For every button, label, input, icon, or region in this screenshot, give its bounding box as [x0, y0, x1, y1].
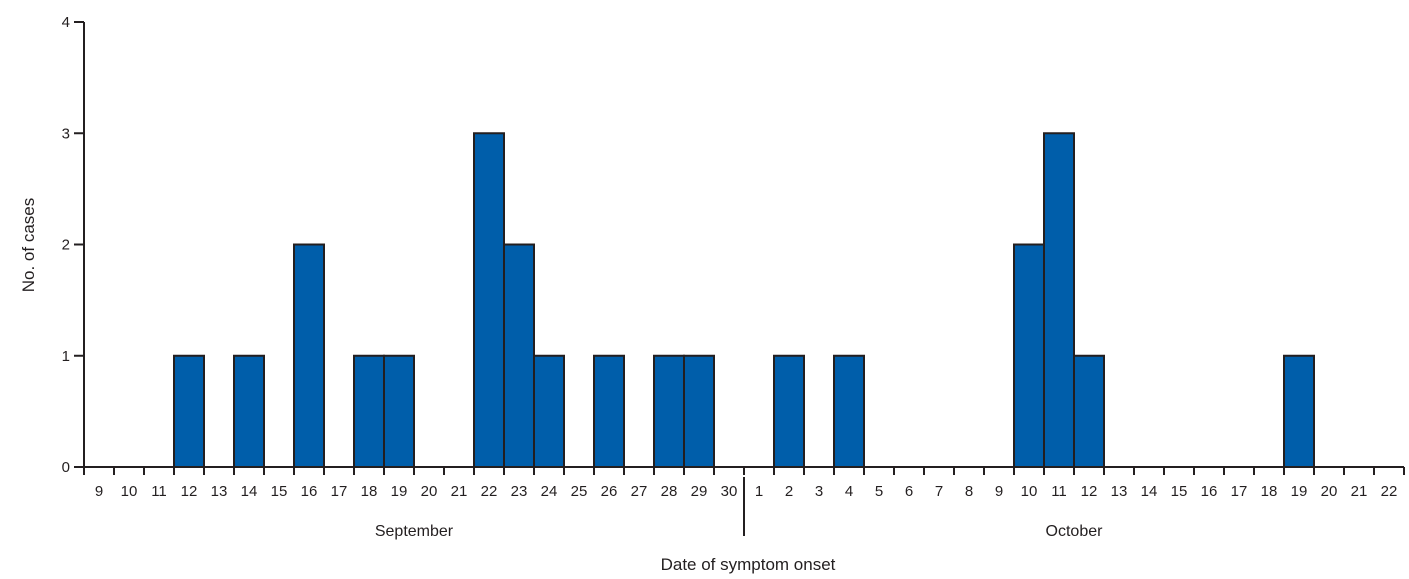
bar-oct-11	[1043, 132, 1075, 468]
bar-sep-19	[383, 354, 415, 468]
month-label-0: September	[375, 523, 454, 540]
x-tick-label: 15	[271, 483, 288, 500]
x-axis-title: Date of symptom onset	[661, 555, 836, 574]
x-tick-label: 14	[1141, 483, 1158, 500]
x-tick-label: 20	[1321, 483, 1338, 500]
x-tick-label: 16	[1201, 483, 1218, 500]
x-tick-label: 30	[721, 483, 738, 500]
bar-sep-24	[533, 354, 565, 468]
bar-oct-12	[1073, 354, 1105, 468]
x-tick-label: 1	[755, 483, 763, 500]
x-tick-label: 9	[95, 483, 103, 500]
x-tick-label: 10	[121, 483, 138, 500]
bar-oct-19	[1283, 354, 1315, 468]
bar-sep-16	[293, 243, 325, 468]
x-tick-label: 17	[331, 483, 348, 500]
bar-sep-18	[353, 354, 385, 468]
x-tick-label: 29	[691, 483, 708, 500]
x-tick-label: 15	[1171, 483, 1188, 500]
x-tick-label: 7	[935, 483, 943, 500]
x-tick-label: 26	[601, 483, 618, 500]
x-tick-label: 19	[1291, 483, 1308, 500]
bar-sep-12	[173, 354, 205, 468]
bar-sep-28	[653, 354, 685, 468]
x-tick-label: 6	[905, 483, 913, 500]
bar-sep-26	[593, 354, 625, 468]
bar-oct-2	[773, 354, 805, 468]
y-tick-label: 0	[62, 459, 70, 476]
x-tick-label: 21	[451, 483, 468, 500]
x-tick-label: 21	[1351, 483, 1368, 500]
x-tick-label: 17	[1231, 483, 1248, 500]
y-tick-label: 1	[62, 348, 70, 365]
x-tick-label: 4	[845, 483, 853, 500]
x-tick-label: 11	[1051, 483, 1067, 500]
x-tick-label: 10	[1021, 483, 1038, 500]
y-tick-label: 3	[62, 125, 70, 142]
y-tick-label: 2	[62, 237, 70, 254]
y-axis-title: No. of cases	[19, 198, 38, 293]
x-tick-label: 18	[1261, 483, 1278, 500]
x-tick-label: 25	[571, 483, 588, 500]
x-tick-label: 28	[661, 483, 678, 500]
bar-sep-29	[683, 354, 715, 468]
x-tick-label: 24	[541, 483, 558, 500]
y-tick-label: 4	[62, 14, 70, 31]
x-tick-label: 12	[181, 483, 198, 500]
bar-oct-4	[833, 354, 865, 468]
x-tick-label: 16	[301, 483, 318, 500]
x-tick-label: 3	[815, 483, 823, 500]
bar-oct-10	[1013, 243, 1045, 468]
bar-sep-23	[503, 243, 535, 468]
x-tick-label: 12	[1081, 483, 1098, 500]
x-tick-label: 2	[785, 483, 793, 500]
x-tick-label: 27	[631, 483, 648, 500]
x-tick-label: 11	[151, 483, 167, 500]
bar-sep-22	[473, 132, 505, 468]
x-tick-label: 22	[1381, 483, 1398, 500]
x-tick-label: 22	[481, 483, 498, 500]
bar-sep-14	[233, 354, 265, 468]
x-tick-label: 20	[421, 483, 438, 500]
month-label-1: October	[1046, 523, 1104, 540]
x-tick-label: 19	[391, 483, 408, 500]
x-tick-label: 13	[211, 483, 228, 500]
x-tick-label: 23	[511, 483, 528, 500]
x-tick-label: 8	[965, 483, 973, 500]
x-tick-label: 9	[995, 483, 1003, 500]
x-tick-label: 13	[1111, 483, 1128, 500]
x-tick-label: 5	[875, 483, 883, 500]
x-tick-label: 18	[361, 483, 378, 500]
x-tick-label: 14	[241, 483, 258, 500]
